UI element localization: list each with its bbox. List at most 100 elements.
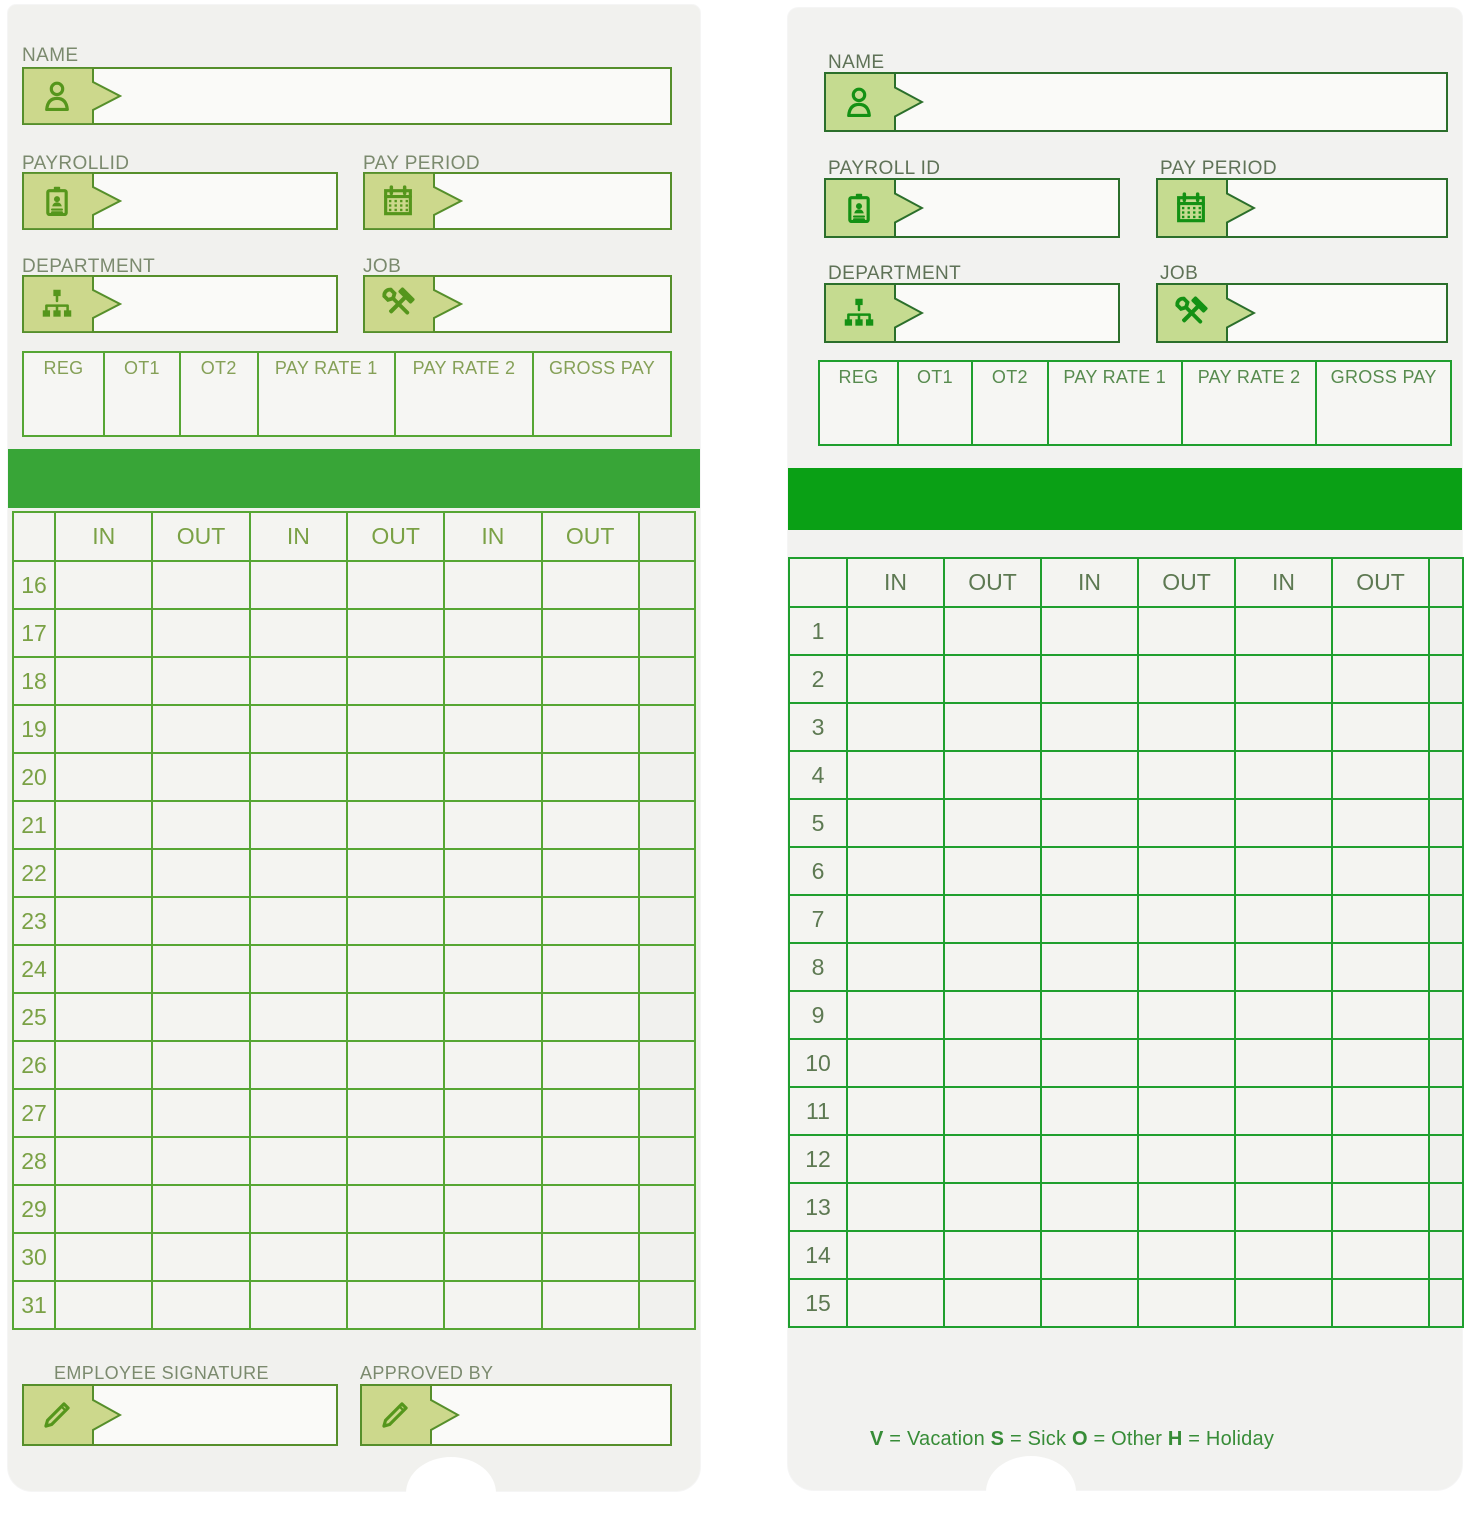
punch-cell[interactable] <box>54 560 154 610</box>
punch-cell[interactable] <box>151 944 251 994</box>
punch-cell[interactable] <box>345 800 446 850</box>
summary-cell-ot1[interactable]: OT1 <box>897 360 973 446</box>
punch-cell[interactable] <box>1137 942 1236 992</box>
punch-cell[interactable] <box>1234 1182 1333 1232</box>
punch-cell[interactable] <box>943 1182 1042 1232</box>
punch-cell[interactable] <box>54 1184 154 1234</box>
punch-cell[interactable] <box>54 1040 154 1090</box>
punch-cell[interactable] <box>248 704 348 754</box>
summary-cell-grosspay[interactable]: GROSS PAY <box>531 351 673 437</box>
punch-cell[interactable] <box>248 1088 348 1138</box>
name-field[interactable] <box>824 72 1448 132</box>
punch-cell[interactable] <box>1137 1230 1236 1280</box>
punch-cell[interactable] <box>540 992 640 1042</box>
punch-cell[interactable] <box>1234 1134 1333 1184</box>
punch-cell[interactable] <box>54 704 154 754</box>
punch-cell[interactable] <box>943 798 1042 848</box>
punch-cell[interactable] <box>943 606 1042 656</box>
punch-cell[interactable] <box>54 1088 154 1138</box>
punch-cell[interactable] <box>1040 702 1139 752</box>
punch-cell[interactable] <box>846 1230 945 1280</box>
punch-cell[interactable] <box>1137 990 1236 1040</box>
punch-cell[interactable] <box>1040 654 1139 704</box>
punch-cell[interactable] <box>943 846 1042 896</box>
punch-cell[interactable] <box>1137 606 1236 656</box>
punch-cell[interactable] <box>1234 1086 1333 1136</box>
punch-cell[interactable] <box>248 944 348 994</box>
punch-cell[interactable] <box>1137 846 1236 896</box>
punch-cell[interactable] <box>345 752 446 802</box>
job-field[interactable] <box>363 275 672 333</box>
summary-cell-ot2[interactable]: OT2 <box>970 360 1049 446</box>
punch-cell[interactable] <box>345 656 446 706</box>
punch-cell[interactable] <box>1234 1278 1333 1328</box>
punch-cell[interactable] <box>1040 606 1139 656</box>
punch-cell[interactable] <box>248 896 348 946</box>
punch-cell[interactable] <box>1234 702 1333 752</box>
job-field[interactable] <box>1156 283 1448 343</box>
punch-cell[interactable] <box>248 560 348 610</box>
punch-cell[interactable] <box>248 1184 348 1234</box>
punch-cell[interactable] <box>1137 894 1236 944</box>
punch-cell[interactable] <box>248 1136 348 1186</box>
punch-cell[interactable] <box>1040 798 1139 848</box>
punch-cell[interactable] <box>248 992 348 1042</box>
punch-cell[interactable] <box>1331 846 1430 896</box>
punch-cell[interactable] <box>846 1134 945 1184</box>
punch-cell[interactable] <box>1331 654 1430 704</box>
punch-cell[interactable] <box>54 992 154 1042</box>
punch-cell[interactable] <box>943 750 1042 800</box>
punch-cell[interactable] <box>846 1182 945 1232</box>
punch-cell[interactable] <box>151 752 251 802</box>
punch-cell[interactable] <box>151 704 251 754</box>
punch-cell[interactable] <box>443 608 543 658</box>
punch-cell[interactable] <box>1234 606 1333 656</box>
punch-cell[interactable] <box>1234 846 1333 896</box>
punch-cell[interactable] <box>846 1278 945 1328</box>
punch-cell[interactable] <box>54 1232 154 1282</box>
punch-cell[interactable] <box>345 1232 446 1282</box>
punch-cell[interactable] <box>443 1232 543 1282</box>
punch-cell[interactable] <box>443 752 543 802</box>
punch-cell[interactable] <box>540 800 640 850</box>
punch-cell[interactable] <box>54 896 154 946</box>
punch-cell[interactable] <box>248 608 348 658</box>
punch-cell[interactable] <box>540 1184 640 1234</box>
summary-cell-reg[interactable]: REG <box>22 351 105 437</box>
punch-cell[interactable] <box>345 608 446 658</box>
punch-cell[interactable] <box>54 944 154 994</box>
punch-cell[interactable] <box>151 1184 251 1234</box>
punch-cell[interactable] <box>443 800 543 850</box>
punch-cell[interactable] <box>54 752 154 802</box>
punch-cell[interactable] <box>1234 1038 1333 1088</box>
punch-cell[interactable] <box>540 1232 640 1282</box>
punch-cell[interactable] <box>846 1086 945 1136</box>
punch-cell[interactable] <box>846 846 945 896</box>
approved-by-field[interactable] <box>360 1384 672 1446</box>
punch-cell[interactable] <box>1234 990 1333 1040</box>
punch-cell[interactable] <box>1331 750 1430 800</box>
punch-cell[interactable] <box>1040 894 1139 944</box>
punch-cell[interactable] <box>1040 846 1139 896</box>
punch-cell[interactable] <box>1234 654 1333 704</box>
punch-cell[interactable] <box>54 656 154 706</box>
employee-signature-field[interactable] <box>22 1384 338 1446</box>
punch-cell[interactable] <box>540 704 640 754</box>
summary-cell-ot2[interactable]: OT2 <box>178 351 259 437</box>
punch-cell[interactable] <box>846 894 945 944</box>
punch-cell[interactable] <box>443 1136 543 1186</box>
punch-cell[interactable] <box>943 654 1042 704</box>
punch-cell[interactable] <box>1331 606 1430 656</box>
punch-cell[interactable] <box>345 896 446 946</box>
punch-cell[interactable] <box>1331 1278 1430 1328</box>
punch-cell[interactable] <box>540 656 640 706</box>
punch-cell[interactable] <box>846 606 945 656</box>
punch-cell[interactable] <box>1137 702 1236 752</box>
punch-cell[interactable] <box>1234 894 1333 944</box>
punch-cell[interactable] <box>943 942 1042 992</box>
punch-cell[interactable] <box>1234 942 1333 992</box>
punch-cell[interactable] <box>1331 702 1430 752</box>
punch-cell[interactable] <box>345 848 446 898</box>
name-field[interactable] <box>22 67 672 125</box>
punch-cell[interactable] <box>540 560 640 610</box>
